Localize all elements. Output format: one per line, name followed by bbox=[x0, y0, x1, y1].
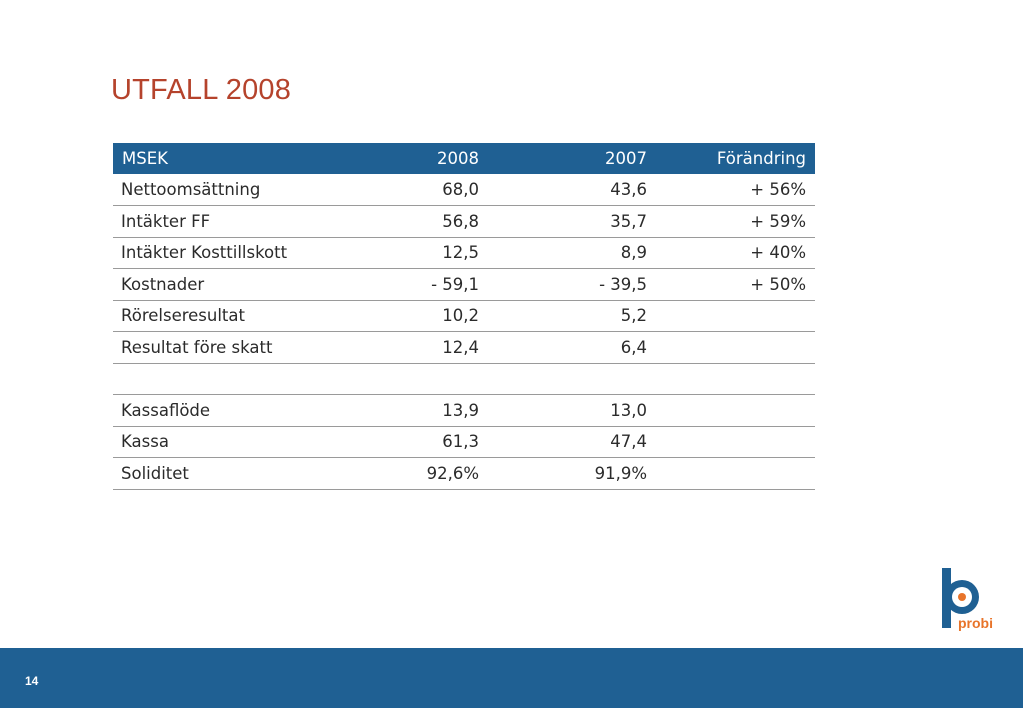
value-2008: 92,6% bbox=[426, 463, 479, 483]
value-2008: 13,9 bbox=[442, 400, 479, 420]
row-label: Intäkter FF bbox=[121, 211, 211, 231]
value-2007: 13,0 bbox=[610, 400, 647, 420]
value-2008: 12,4 bbox=[442, 337, 479, 357]
value-change bbox=[647, 395, 815, 427]
probi-logo: probi bbox=[938, 566, 1010, 632]
value-2008: 12,5 bbox=[442, 243, 479, 263]
row-label bbox=[113, 363, 362, 395]
table-row-spacer bbox=[113, 363, 815, 395]
table-row: Kassa 61,3 47,4 bbox=[113, 426, 815, 458]
value-2007: 8,9 bbox=[620, 243, 647, 263]
value-change: + 56% bbox=[750, 180, 806, 199]
value-2007 bbox=[479, 363, 647, 395]
row-label: Nettoomsättning bbox=[121, 180, 261, 199]
row-label: Rörelseresultat bbox=[121, 306, 245, 326]
value-2008 bbox=[362, 363, 479, 395]
table-row: Rörelseresultat 10,2 5,2 bbox=[113, 300, 815, 332]
table-header-row: MSEK 2008 2007 Förändring bbox=[113, 143, 815, 174]
value-2007: 91,9% bbox=[594, 463, 647, 483]
slide-title: UTFALL 2008 bbox=[111, 74, 292, 106]
row-label: Soliditet bbox=[121, 463, 189, 483]
table-row: Resultat före skatt 12,4 6,4 bbox=[113, 332, 815, 364]
header-msek: MSEK bbox=[122, 149, 168, 168]
value-2008: 56,8 bbox=[442, 211, 479, 231]
row-label: Kostnader bbox=[121, 274, 205, 294]
value-change bbox=[647, 426, 815, 458]
value-2007: 6,4 bbox=[620, 337, 647, 357]
table-row: Soliditet 92,6% 91,9% bbox=[113, 458, 815, 490]
value-change bbox=[647, 332, 815, 364]
value-2008: 68,0 bbox=[442, 180, 479, 199]
value-2008: - 59,1 bbox=[431, 274, 479, 294]
row-label: Kassaflöde bbox=[121, 400, 211, 420]
table-row: Nettoomsättning 68,0 43,6 + 56% bbox=[113, 174, 815, 206]
header-change: Förändring bbox=[716, 149, 806, 168]
row-label: Resultat före skatt bbox=[121, 337, 273, 357]
value-2007: - 39,5 bbox=[599, 274, 647, 294]
financial-table: MSEK 2008 2007 Förändring Nettoomsättnin… bbox=[113, 143, 815, 490]
value-2008: 10,2 bbox=[442, 306, 479, 326]
value-2008: 61,3 bbox=[442, 432, 479, 452]
value-2007: 5,2 bbox=[620, 306, 647, 326]
value-change bbox=[647, 363, 815, 395]
value-change: + 59% bbox=[750, 211, 806, 231]
header-2007: 2007 bbox=[605, 149, 647, 168]
row-label: Kassa bbox=[121, 432, 169, 452]
table-row: Kassaflöde 13,9 13,0 bbox=[113, 395, 815, 427]
value-2007: 47,4 bbox=[610, 432, 647, 452]
value-2007: 43,6 bbox=[610, 180, 647, 199]
table-row: Intäkter Kosttillskott 12,5 8,9 + 40% bbox=[113, 237, 815, 269]
table-row: Kostnader - 59,1 - 39,5 + 50% bbox=[113, 269, 815, 300]
footer-bar: 14 bbox=[0, 648, 1023, 708]
value-2007: 35,7 bbox=[610, 211, 647, 231]
table-row: Intäkter FF 56,8 35,7 + 59% bbox=[113, 206, 815, 237]
value-change: + 40% bbox=[750, 243, 806, 263]
value-change bbox=[647, 300, 815, 332]
header-2008: 2008 bbox=[437, 149, 479, 168]
probi-logo-icon: probi bbox=[942, 568, 993, 631]
value-change: + 50% bbox=[750, 274, 806, 294]
value-change bbox=[647, 458, 815, 490]
page-number: 14 bbox=[25, 674, 39, 688]
row-label: Intäkter Kosttillskott bbox=[121, 243, 288, 263]
logo-wordmark: probi bbox=[958, 615, 993, 631]
